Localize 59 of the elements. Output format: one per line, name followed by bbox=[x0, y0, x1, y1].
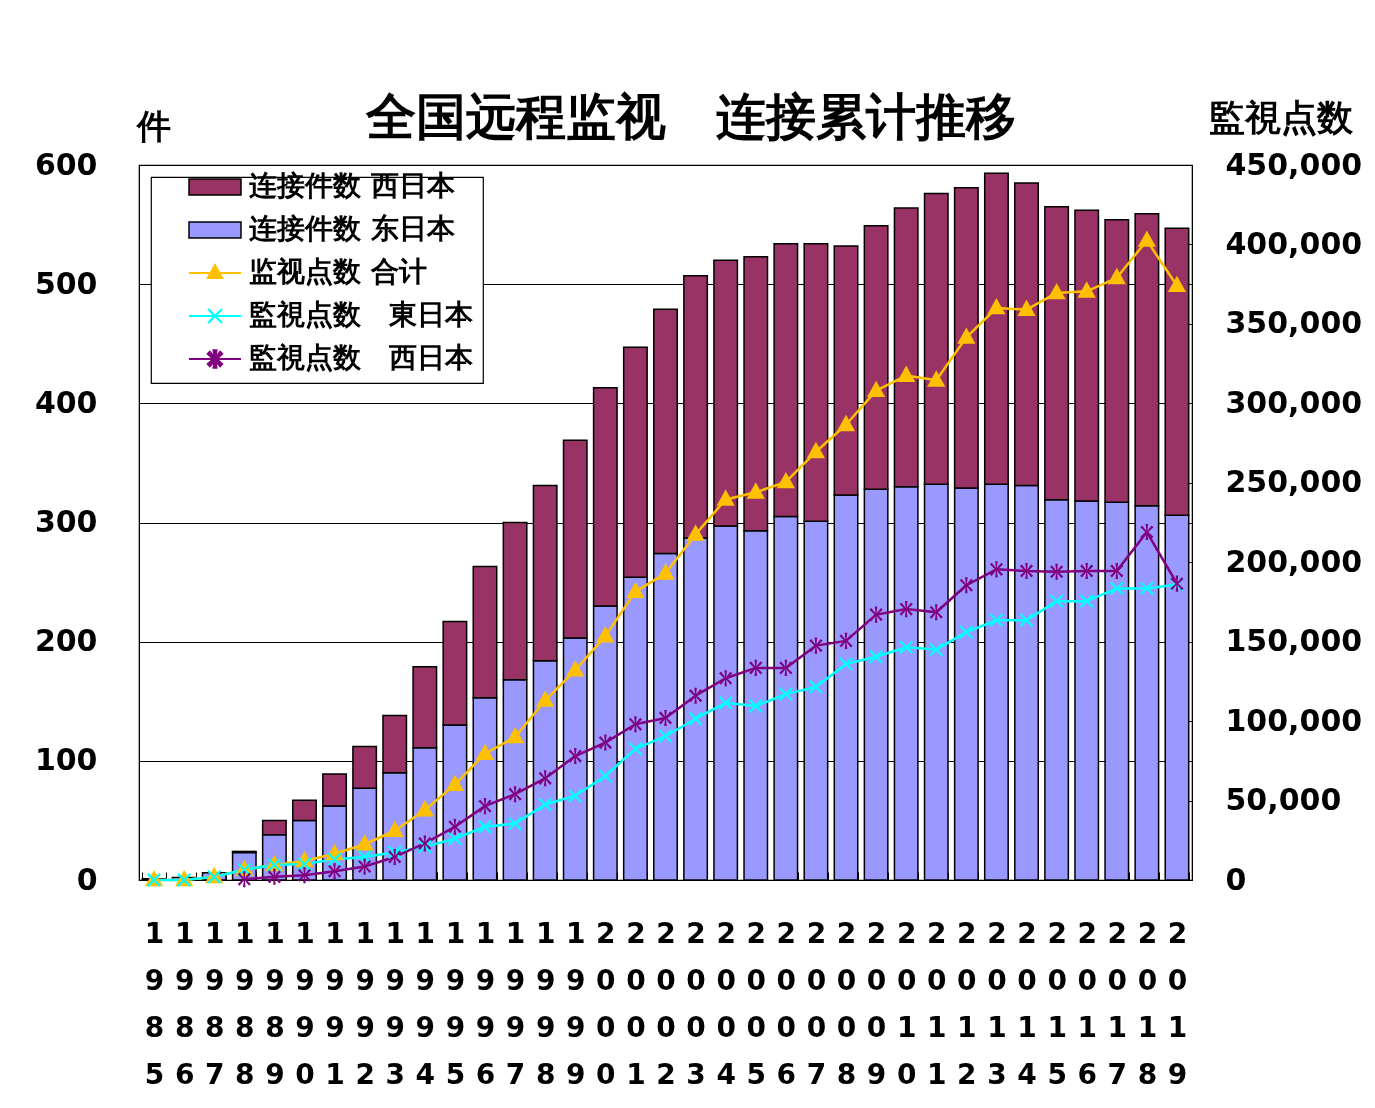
chart-title: 全国远程监视 连接累计推移 bbox=[364, 88, 1016, 146]
x-tick-label: 1989 bbox=[265, 916, 285, 1091]
y2-tick-label: 400,000 bbox=[1225, 225, 1363, 261]
y-tick-label: 100 bbox=[34, 742, 98, 778]
x-tick-label: 1992 bbox=[355, 916, 375, 1091]
y-tick-label: 300 bbox=[34, 504, 98, 539]
x-tick-label: 1993 bbox=[385, 916, 405, 1091]
y-tick-label: 600 bbox=[34, 146, 98, 182]
x-tick-label: 2007 bbox=[806, 916, 827, 1091]
x-tick-label: 1990 bbox=[295, 916, 315, 1091]
x-tick-label: 2006 bbox=[776, 916, 797, 1091]
x-tick-label: 2003 bbox=[686, 916, 706, 1091]
y2-tick-label: 450,000 bbox=[1225, 146, 1363, 182]
y-tick-label: 200 bbox=[34, 623, 98, 659]
x-tick-label: 1986 bbox=[174, 916, 195, 1091]
x-tick-label: 2005 bbox=[746, 916, 766, 1091]
x-tick-label: 2018 bbox=[1137, 916, 1158, 1091]
x-tick-label: 2017 bbox=[1107, 916, 1128, 1091]
y2-tick-label: 0 bbox=[1225, 861, 1247, 897]
y2-tick-label: 50,000 bbox=[1225, 782, 1342, 818]
x-tick-label: 2009 bbox=[866, 916, 887, 1091]
y2-tick-label: 200,000 bbox=[1225, 543, 1363, 579]
x-tick-label: 1995 bbox=[445, 916, 466, 1091]
x-tick-label: 2014 bbox=[1017, 916, 1037, 1091]
x-tick-label: 1991 bbox=[325, 916, 345, 1091]
x-tick-label: 2000 bbox=[596, 916, 616, 1091]
x-tick-label: 2015 bbox=[1047, 916, 1067, 1091]
y-tick-label: 500 bbox=[34, 265, 98, 301]
x-tick-label: 1994 bbox=[415, 916, 436, 1091]
x-tick-label: 1988 bbox=[235, 916, 255, 1091]
x-tick-label: 2001 bbox=[626, 916, 646, 1091]
y2-tick-label: 350,000 bbox=[1225, 305, 1363, 341]
x-tick-label: 2008 bbox=[836, 916, 857, 1091]
x-tick-label: 2002 bbox=[656, 916, 676, 1091]
y2-tick-label: 150,000 bbox=[1225, 623, 1363, 659]
y-tick-label: 400 bbox=[34, 384, 98, 420]
x-tick-label: 1999 bbox=[566, 916, 586, 1091]
x-tick-label: 1998 bbox=[535, 916, 556, 1091]
y2-tick-label: 100,000 bbox=[1225, 702, 1363, 738]
x-tick-label: 2012 bbox=[957, 916, 977, 1091]
legend-label: 監視点数 西日本 bbox=[249, 341, 474, 374]
x-tick-label: 1997 bbox=[505, 916, 526, 1091]
x-tick-label: 2013 bbox=[987, 916, 1007, 1091]
x-tick-label: 2010 bbox=[896, 916, 917, 1091]
x-tick-label: 1985 bbox=[144, 916, 165, 1091]
y2-tick-label: 300,000 bbox=[1225, 384, 1363, 420]
y2-tick-label: 250,000 bbox=[1225, 464, 1363, 500]
x-tick-label: 2016 bbox=[1077, 916, 1097, 1091]
legend-label: 监视点数 合计 bbox=[249, 255, 427, 288]
y-tick-label: 0 bbox=[76, 861, 98, 897]
y-axis-title: 件 bbox=[134, 105, 171, 146]
x-tick-label: 2011 bbox=[927, 916, 947, 1091]
x-tick-label: 2004 bbox=[716, 916, 736, 1091]
x-tick-label: 1987 bbox=[204, 916, 225, 1091]
y2-axis-title: 監視点数 bbox=[1208, 96, 1354, 138]
legend-label: 監視点数 東日本 bbox=[249, 298, 474, 331]
legend-label: 连接件数 东日本 bbox=[248, 212, 456, 245]
x-tick-label: 2019 bbox=[1167, 916, 1188, 1091]
x-tick-label: 1996 bbox=[475, 916, 496, 1091]
